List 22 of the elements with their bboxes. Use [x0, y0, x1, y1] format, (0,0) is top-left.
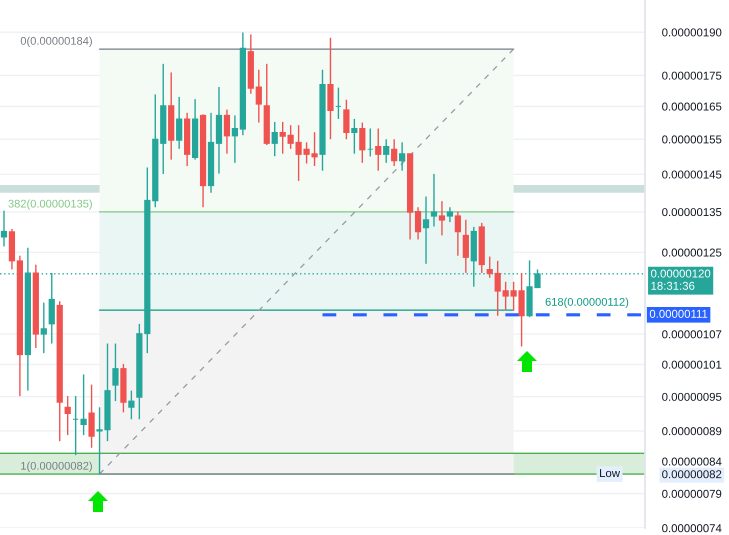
y-tick-label: 0.00000145: [662, 170, 722, 179]
y-tick-label: 0.00000135: [662, 208, 722, 216]
ref-line-label: 0.00000120 18:31:36: [651, 270, 710, 290]
y-tick-label: 0.00000190: [662, 28, 722, 36]
y-tick-label: 0.00000175: [662, 72, 722, 80]
y-tick-label: 0.00000107: [662, 330, 722, 338]
y-tick-label: 0.00000089: [662, 427, 722, 436]
y-tick-label: 0.00000095: [662, 392, 722, 401]
y-tick-label: 0.00000125: [662, 248, 722, 257]
y-tick-label: 0.00000084: [662, 458, 722, 466]
y-tick-label: 0.00000074: [662, 524, 722, 532]
series-label: 0(0.00000184): [20, 36, 92, 47]
y-tick-label: 0.00000079: [662, 490, 722, 498]
y-tick-label: 0.00000165: [662, 102, 722, 111]
y-tick-label: 0.00000101: [662, 360, 722, 369]
y-tick-label: 0.00000082: [662, 470, 722, 478]
y-tick-label: 0.00000155: [662, 135, 722, 144]
series-label: 382(0.00000135): [8, 199, 92, 210]
annotation: Low: [600, 469, 620, 478]
text: 618(0.00000112): [546, 298, 628, 308]
data-label: 0.00000111: [650, 310, 708, 318]
series-label: 1(0.00000082): [21, 462, 92, 472]
